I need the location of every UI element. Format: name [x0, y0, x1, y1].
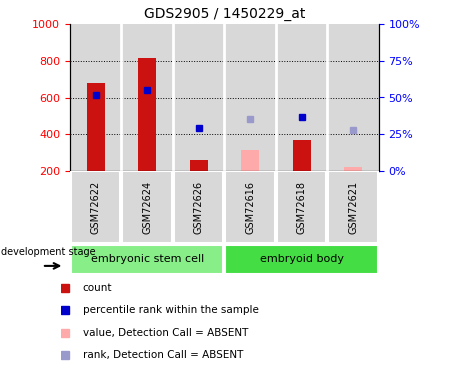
FancyBboxPatch shape — [277, 171, 327, 243]
Bar — [241, 150, 259, 171]
FancyBboxPatch shape — [71, 244, 223, 274]
Text: embryoid body: embryoid body — [260, 254, 344, 264]
Text: rank, Detection Call = ABSENT: rank, Detection Call = ABSENT — [83, 350, 243, 360]
Text: development stage: development stage — [1, 248, 96, 257]
Bar — [87, 83, 105, 171]
Bar — [173, 24, 224, 171]
Bar — [327, 24, 379, 171]
FancyBboxPatch shape — [71, 171, 120, 243]
Bar — [70, 24, 121, 171]
Bar — [121, 24, 173, 171]
Text: value, Detection Call = ABSENT: value, Detection Call = ABSENT — [83, 328, 248, 338]
Bar — [276, 24, 327, 171]
Bar — [138, 58, 156, 171]
Bar — [189, 160, 207, 171]
Bar — [293, 140, 311, 171]
Bar — [224, 24, 276, 171]
FancyBboxPatch shape — [328, 171, 378, 243]
Title: GDS2905 / 1450229_at: GDS2905 / 1450229_at — [144, 7, 305, 21]
Text: GSM72616: GSM72616 — [245, 181, 255, 234]
Text: GSM72622: GSM72622 — [91, 181, 101, 234]
Text: GSM72626: GSM72626 — [193, 181, 204, 234]
FancyBboxPatch shape — [226, 171, 275, 243]
Text: embryonic stem cell: embryonic stem cell — [91, 254, 204, 264]
Text: GSM72624: GSM72624 — [142, 181, 152, 234]
FancyBboxPatch shape — [174, 171, 223, 243]
Text: GSM72621: GSM72621 — [348, 181, 358, 234]
Text: GSM72618: GSM72618 — [297, 181, 307, 234]
Bar — [344, 167, 362, 171]
FancyBboxPatch shape — [122, 171, 172, 243]
Text: percentile rank within the sample: percentile rank within the sample — [83, 305, 258, 315]
FancyBboxPatch shape — [226, 244, 378, 274]
Text: count: count — [83, 283, 112, 292]
